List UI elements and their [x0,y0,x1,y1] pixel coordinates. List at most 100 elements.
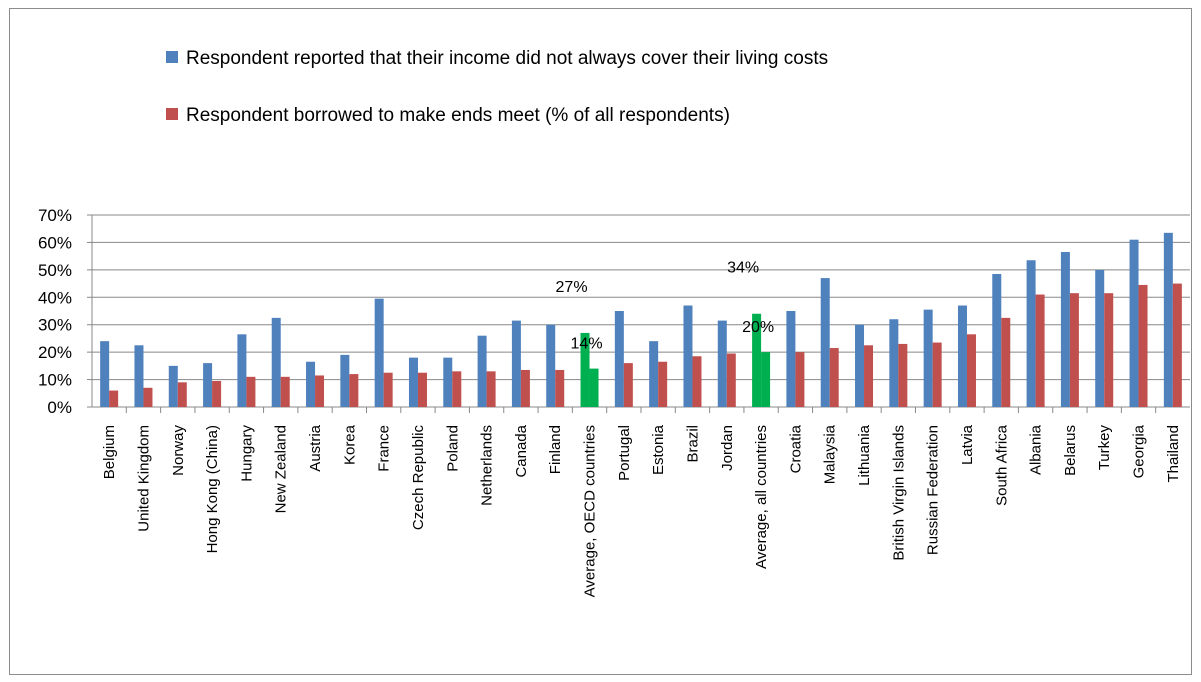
bar-series-2 [555,369,565,407]
bar-series-2 [692,356,702,407]
bar-series-2 [246,376,256,407]
category-label: Belarus [1062,425,1079,476]
bar-series-2 [1104,293,1114,407]
bar-series-2 [383,372,393,407]
y-tick-label: 20% [38,343,72,362]
category-label: Lithuania [856,424,873,486]
data-label: 14% [571,336,603,353]
legend-label-1: Respondent reported that their income di… [186,48,828,69]
bar-series-1 [786,311,796,407]
bar-series-1 [683,305,693,407]
category-label: Hong Kong (China) [204,425,221,553]
bar-series-2 [829,348,839,407]
y-tick-label: 70% [38,206,72,225]
bar-series-2 [280,376,290,407]
bar-series-2 [1172,283,1182,407]
legend-swatch-1 [166,51,178,63]
bar-series-1 [340,354,350,407]
bar-series-2 [966,334,976,407]
bar-series-1 [134,345,144,407]
category-label: Czech Republic [410,425,427,531]
bar-series-2 [864,345,874,407]
bar-series-2 [143,387,153,407]
bar-series-1 [1060,252,1070,407]
bar-series-1 [374,298,384,407]
category-label: Portugal [616,425,633,481]
category-label: Norway [170,425,187,476]
bar-series-1 [1026,260,1036,407]
category-label: Croatia [787,424,804,473]
category-label: Albania [1028,424,1045,475]
bar-series-1 [820,278,830,407]
bar-series-1 [477,335,487,407]
bar-series-2 [452,371,462,407]
bar-series-1 [1129,239,1139,407]
category-label: Malaysia [822,424,839,484]
bar-series-1 [649,341,659,407]
legend-label-2: Respondent borrowed to make ends meet (%… [186,105,730,126]
bar-series-1 [889,319,899,407]
bar-series-1 [443,357,453,407]
bar-series-2 [486,371,496,407]
bar-series-2 [726,353,736,407]
bar-series-2 [315,375,325,407]
category-label: Belgium [101,425,118,479]
category-label: Estonia [650,424,667,475]
bar-series-1 [923,309,933,407]
bar-series-1 [100,341,110,407]
bar-series-1 [614,311,624,407]
category-label: Canada [513,424,530,477]
data-label: 27% [556,279,588,296]
bar-average [589,368,599,407]
bar-series-2 [212,380,222,407]
bar-series-2 [1069,293,1079,407]
category-label: Jordan [719,425,736,471]
data-label: 20% [742,319,774,336]
bar-series-2 [349,374,359,407]
bar-series-2 [898,343,908,407]
bar-series-1 [306,361,316,407]
bar-series-1 [408,357,418,407]
bar-series-1 [203,363,213,407]
bar-series-1 [546,324,556,407]
category-label: Russian Federation [925,425,942,555]
y-tick-label: 10% [38,371,72,390]
bar-series-2 [1035,294,1045,407]
bar-series-1 [957,305,967,407]
bar-series-2 [177,382,187,407]
bar-series-2 [1001,317,1011,407]
category-label: South Africa [993,424,1010,506]
bar-average [580,332,590,407]
category-label: Latvia [959,424,976,465]
category-label: British Virgin Islands [890,425,907,561]
category-label: Finland [547,425,564,474]
category-label: Netherlands [479,425,496,506]
bar-series-1 [1095,269,1105,407]
bar-average [761,352,771,407]
bar-series-2 [658,361,668,407]
category-label: Hungary [238,425,255,482]
bar-series-1 [271,317,281,407]
category-label: Thailand [1165,425,1182,483]
category-label: Brazil [684,425,701,463]
y-tick-label: 40% [38,288,72,307]
bar-series-1 [717,320,727,407]
data-label: 34% [727,260,759,277]
category-label: Turkey [1096,425,1113,471]
bar-series-1 [1163,232,1173,407]
bar-series-2 [520,369,530,407]
bar-series-2 [932,342,942,407]
y-tick-label: 0% [47,398,72,417]
y-tick-label: 60% [38,233,72,252]
legend-swatch-2 [166,108,178,120]
category-label: Average, OECD countries [582,425,599,597]
y-tick-label: 50% [38,261,72,280]
bar-series-1 [855,324,865,407]
category-label: Poland [444,425,461,472]
bar-series-2 [795,352,805,407]
category-label: Georgia [1131,424,1148,478]
bar-average [752,313,762,407]
bar-series-2 [623,363,633,407]
bar-series-2 [1138,284,1148,407]
